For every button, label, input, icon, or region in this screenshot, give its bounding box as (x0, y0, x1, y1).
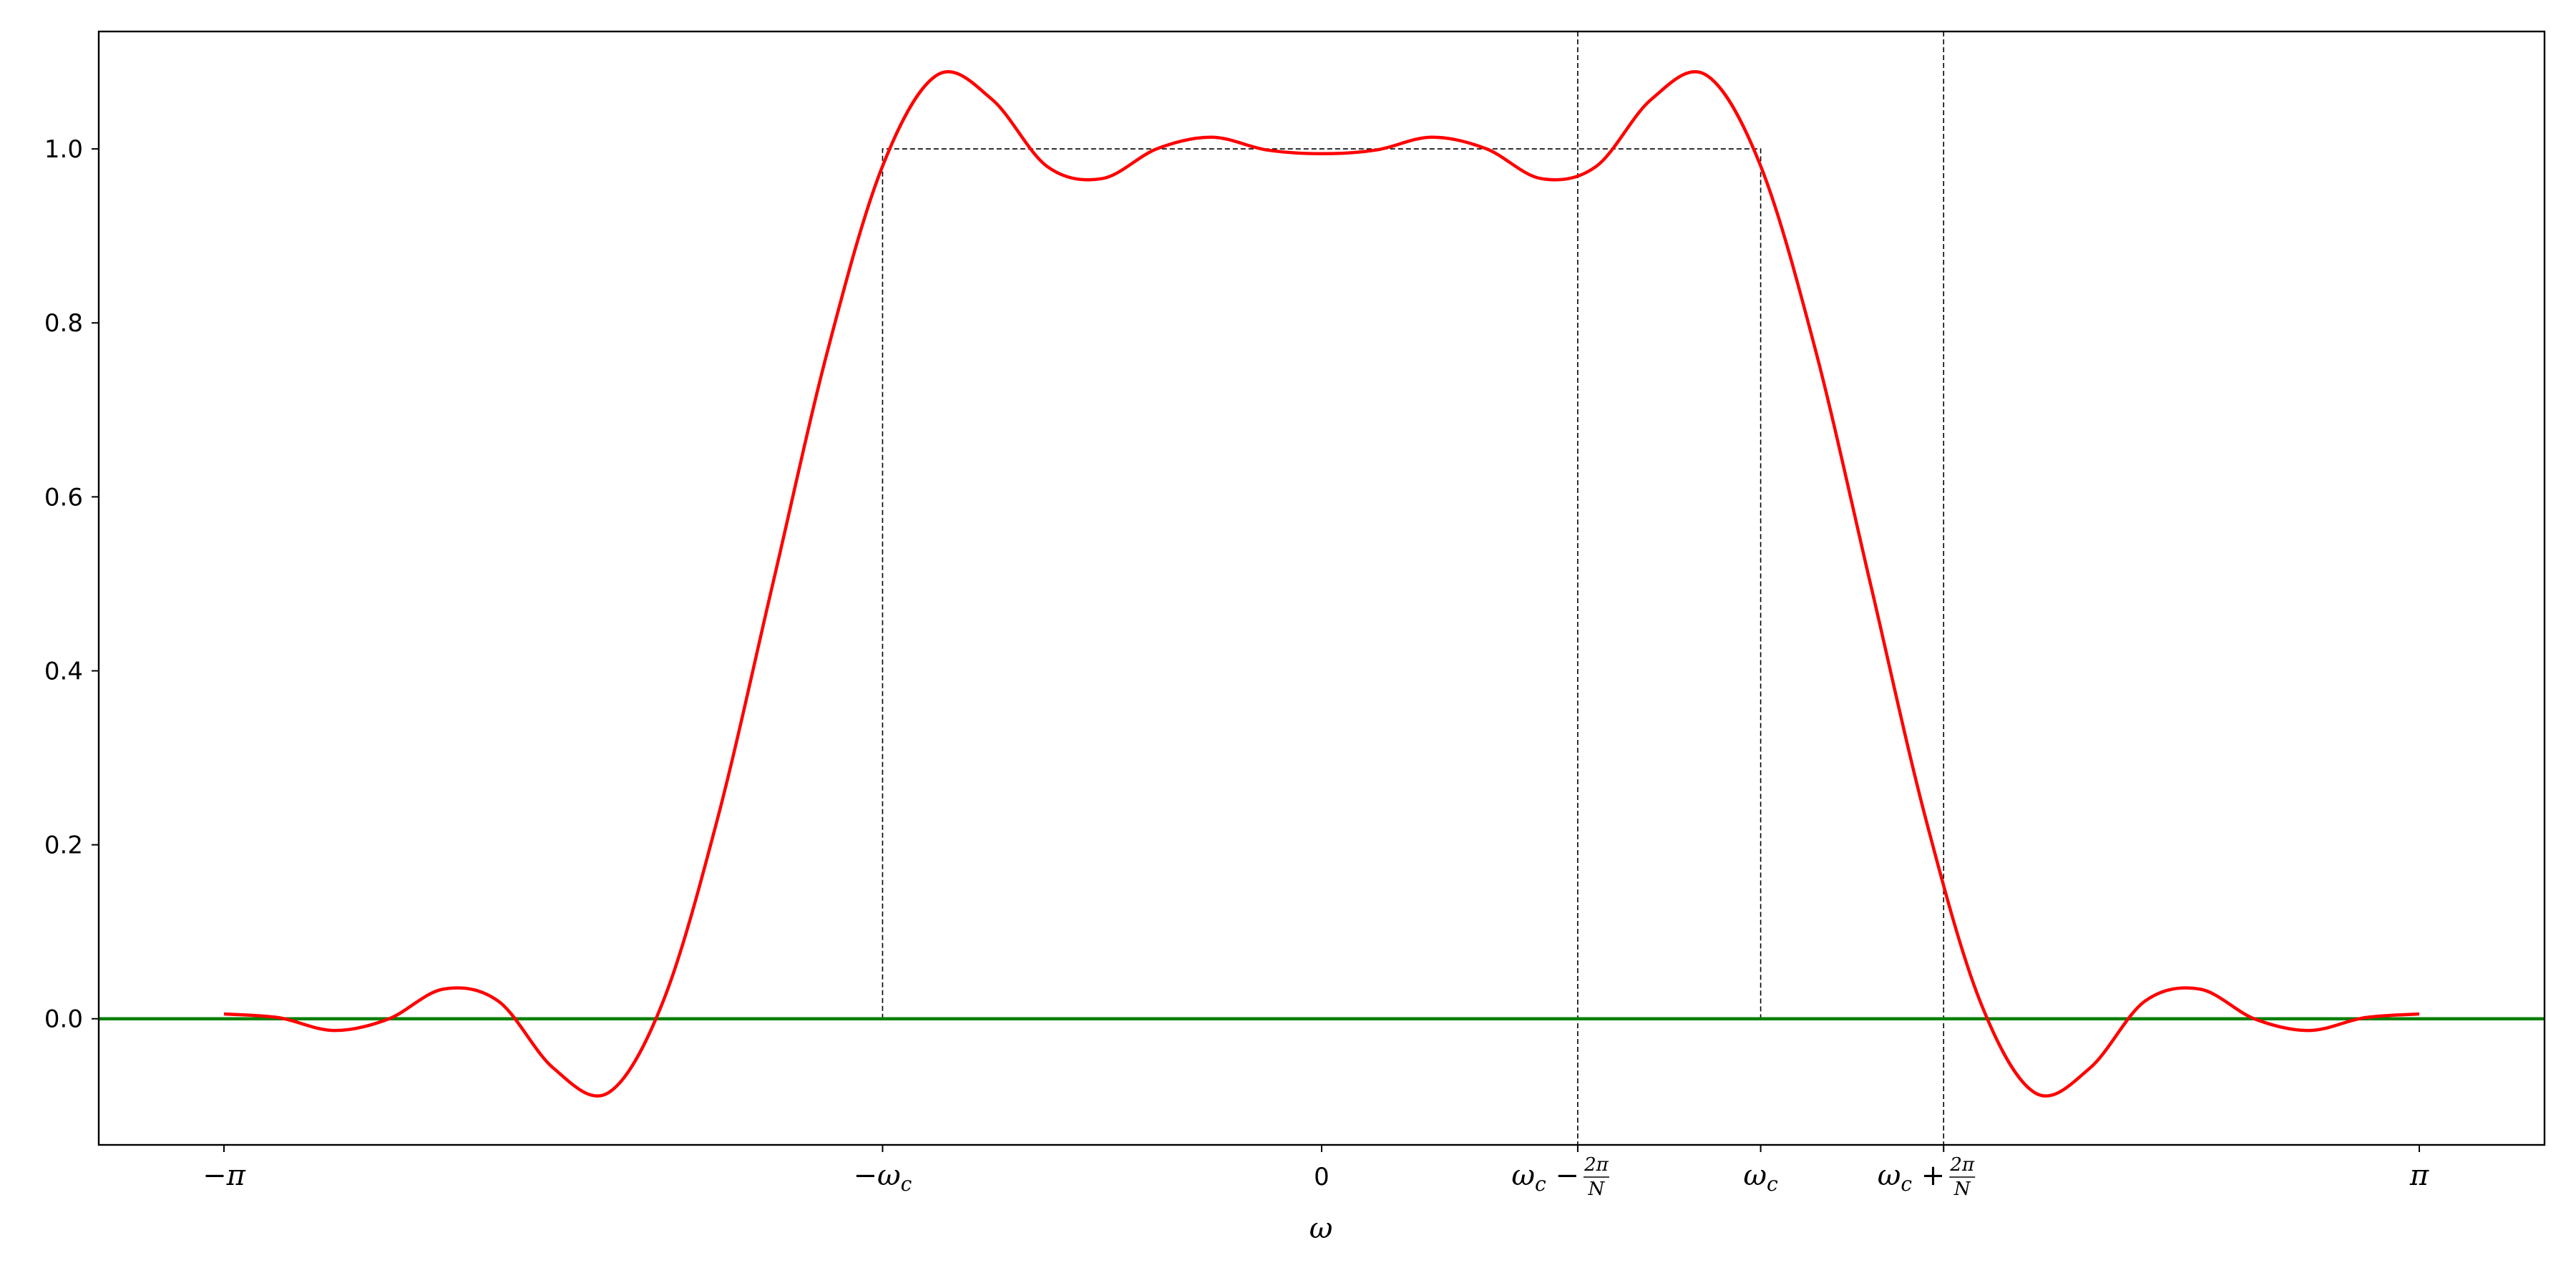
plot-layer (99, 31, 2545, 1145)
fraction-denominator: N (1953, 1179, 1971, 1200)
x-tick-label: ωc (1743, 1159, 1778, 1196)
axis-layer: 0.00.20.40.60.81.0−π −ωc 0 ωc −2πN ωc ωc +2πN… (44, 30, 2546, 1200)
ideal-response-line (882, 148, 1762, 1019)
x-tick-label: ωc +2π N (1878, 1154, 1976, 1200)
x-tick-label: −π (203, 1159, 246, 1192)
x-tick-label: π (2409, 1159, 2429, 1192)
y-tick-label: 0.2 (44, 831, 83, 860)
x-axis-title: ω (1309, 1212, 1333, 1245)
y-tick-label: 0.0 (44, 1005, 83, 1034)
x-tick-label-fraction: 2π N (1583, 1154, 1609, 1200)
x-tick-label-fraction: 2π N (1949, 1154, 1976, 1200)
x-tick-label-main: ωc + (1878, 1159, 1946, 1196)
y-tick-label: 1.0 (44, 135, 83, 164)
y-tick-label: 0.4 (44, 657, 83, 686)
x-tick-label: −ωc (854, 1159, 912, 1196)
y-tick-label: 0.6 (44, 483, 83, 512)
x-tick-label: 0 (1314, 1163, 1330, 1191)
fraction-numerator: 2π (1949, 1154, 1975, 1176)
fraction-numerator: 2π (1584, 1154, 1609, 1176)
frequency-response-curve (223, 69, 2420, 1098)
x-tick-label-main: ωc − (1511, 1159, 1579, 1196)
plot-frame (97, 30, 2546, 1146)
x-tick-label: ωc −2π N (1511, 1154, 1609, 1200)
y-tick-label: 0.8 (44, 309, 83, 338)
fraction-denominator: N (1588, 1179, 1606, 1200)
